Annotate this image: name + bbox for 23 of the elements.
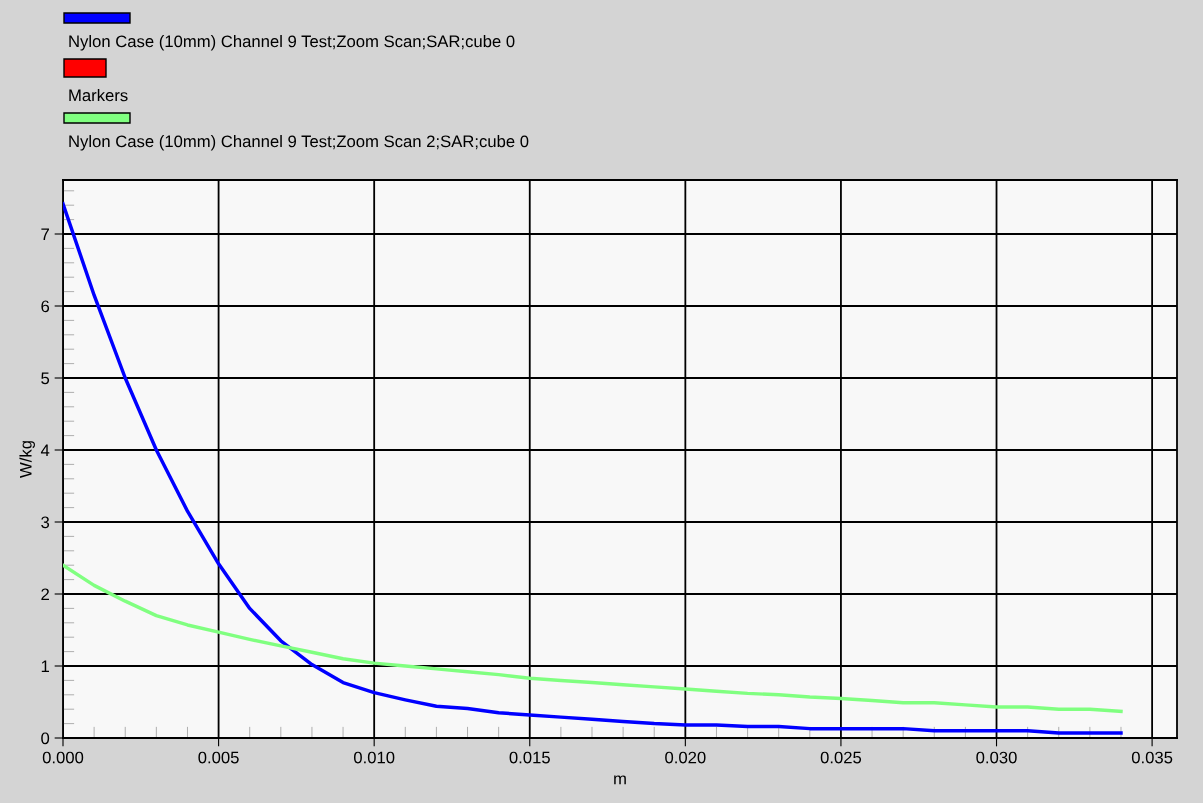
x-tick-label: 0.035 — [1131, 751, 1173, 764]
y-axis-title: W/kg — [19, 441, 35, 478]
y-tick-label: 0 — [41, 732, 50, 745]
x-tick-label: 0.025 — [820, 751, 862, 764]
y-tick-label: 7 — [41, 228, 49, 241]
x-tick-label: 0.005 — [198, 751, 239, 764]
legend-label: Markers — [69, 89, 128, 102]
y-tick-label: 4 — [40, 444, 50, 457]
x-tick-label: 0.015 — [509, 751, 550, 764]
x-tick-label: 0.000 — [42, 751, 84, 764]
y-tick-label: 1 — [41, 660, 49, 673]
x-tick-label: 0.010 — [353, 751, 395, 764]
y-tick-label: 5 — [41, 372, 50, 385]
y-tick-label: 2 — [41, 588, 49, 601]
x-tick-label: 0.020 — [665, 751, 706, 764]
y-tick-label: 6 — [41, 300, 50, 313]
x-tick-label: 0.030 — [976, 751, 1017, 764]
line-series — [63, 202, 1123, 735]
x-axis-title: m — [614, 775, 626, 785]
legend-label: Nylon Case (10mm) Channel 9 Test;Zoom Scan;SAR;cube 0 — [69, 35, 515, 51]
line-series — [63, 563, 1123, 714]
legend-label: Nylon Case (10mm) Channel 9 Test;Zoom Scan 2;SAR;cube 0 — [69, 135, 529, 151]
y-tick-label: 3 — [41, 516, 50, 529]
